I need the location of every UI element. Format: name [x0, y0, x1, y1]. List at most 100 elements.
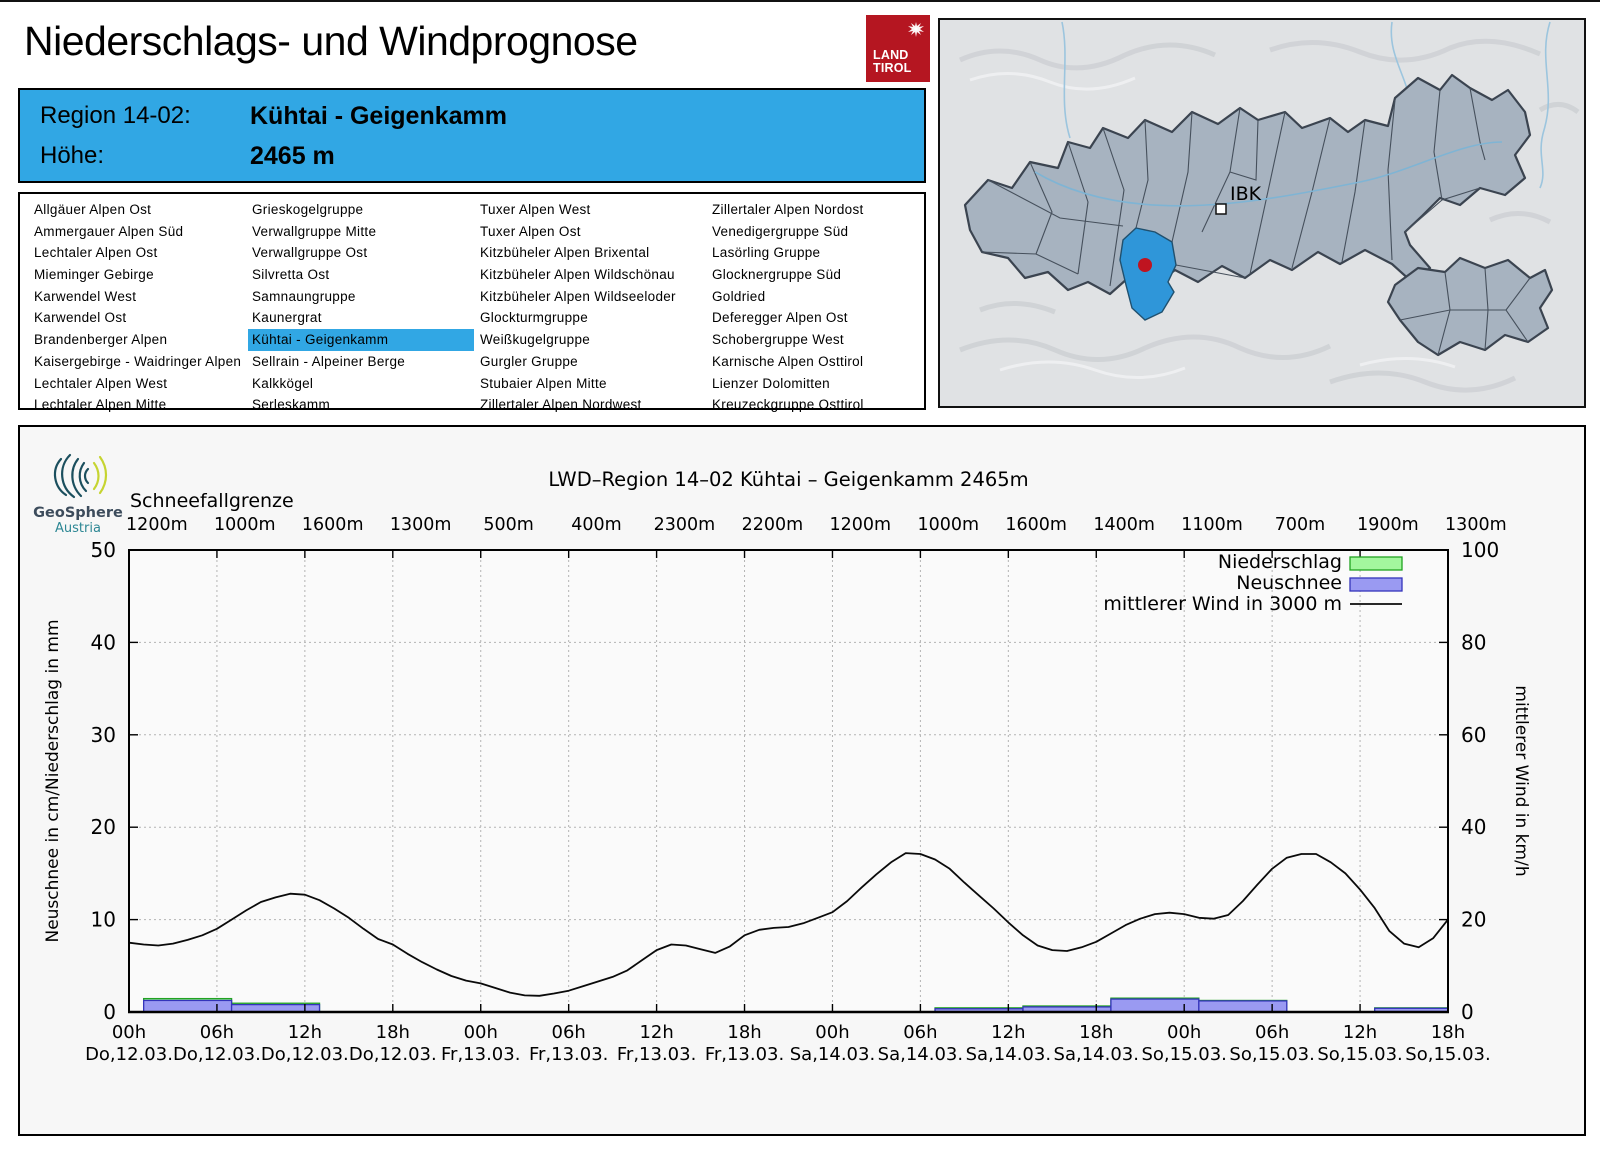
region-list-item[interactable]: Serleskamm	[252, 397, 331, 413]
schneefallgrenze-value: 1200m	[830, 515, 892, 535]
legend-neuschnee-key	[1349, 577, 1403, 592]
region-list-item[interactable]: Kitzbüheler Alpen Wildseeloder	[480, 288, 676, 304]
legend-niederschlag-label: Niederschlag	[1218, 551, 1342, 573]
region-list-item[interactable]: Kalkkögel	[252, 375, 314, 391]
region-list-item[interactable]: Sellrain - Alpeiner Berge	[252, 353, 406, 369]
region-list-item[interactable]: Kaisergebirge - Waidringer Alpen	[34, 353, 242, 369]
region-list-item[interactable]: Allgäuer Alpen Ost	[34, 202, 152, 217]
x-tick-time: 00h	[464, 1022, 498, 1043]
region-list-item[interactable]: Kitzbüheler Alpen Brixental	[480, 245, 650, 261]
y-left-tick-label: 40	[91, 630, 116, 654]
region-list-item[interactable]: Tuxer Alpen West	[480, 202, 591, 217]
schneefallgrenze-value: 1400m	[1093, 515, 1155, 535]
inn-river	[1034, 141, 1503, 207]
selected-region-shape[interactable]	[1119, 227, 1177, 321]
neuschnee-bar	[143, 999, 233, 1013]
schneefallgrenze-value: 1000m	[214, 515, 276, 535]
y-right-tick-label: 0	[1461, 1000, 1474, 1024]
ibk-label: IBK	[1230, 183, 1262, 205]
x-tick-date: Fr,13.03.	[617, 1044, 696, 1065]
page-title: Niederschlags- und Windprognose	[24, 18, 638, 64]
y-right-tick-label: 60	[1461, 723, 1486, 747]
region-list-item[interactable]: Karwendel West	[34, 288, 137, 304]
schneefallgrenze-value: 700m	[1275, 515, 1325, 535]
y-left-tick-label: 20	[91, 815, 116, 839]
region-list-item[interactable]: Zillertaler Alpen Nordost	[712, 202, 864, 217]
x-tick-time: 12h	[639, 1022, 673, 1043]
chart-title: LWD–Region 14–02 Kühtai – Geigenkamm 246…	[548, 468, 1028, 491]
schneefallgrenze-value: 1300m	[1445, 515, 1507, 535]
land-tirol-logo-text: LAND TIROL	[873, 47, 912, 76]
y-right-axis-title: mittlerer Wind in km/h	[1511, 685, 1531, 876]
region-list-item[interactable]: Verwallgruppe Mitte	[252, 223, 377, 239]
region-list-item[interactable]: Ammergauer Alpen Süd	[34, 223, 184, 239]
region-list-item[interactable]: Gurgler Gruppe	[480, 353, 578, 369]
region-list-item[interactable]: Schobergruppe West	[712, 332, 844, 348]
neuschnee-bar	[1198, 1000, 1288, 1013]
tirol-eagle-icon	[908, 22, 924, 37]
x-tick-date: Sa,14.03.	[1054, 1044, 1139, 1065]
y-right-tick-label: 40	[1461, 815, 1486, 839]
region-list-item[interactable]: Karnische Alpen Osttirol	[712, 353, 864, 369]
x-tick-time: 12h	[288, 1022, 322, 1043]
region-info-row: Region 14-02: Kühtai - Geigenkamm	[20, 102, 924, 142]
x-tick-date: Fr,13.03.	[441, 1044, 520, 1065]
region-list-item[interactable]: Tuxer Alpen Ost	[480, 223, 581, 239]
region-list-item[interactable]: Mieminger Gebirge	[34, 267, 154, 283]
region-list-item[interactable]: Samnaungruppe	[252, 288, 356, 304]
region-list-item[interactable]: Kitzbüheler Alpen Wildschönau	[480, 267, 675, 283]
schneefallgrenze-value: 1900m	[1357, 515, 1419, 535]
region-list-item[interactable]: Zillertaler Alpen Nordwest	[480, 397, 642, 413]
region-list-item[interactable]: Stubaier Alpen Mitte	[480, 375, 607, 391]
region-list-item[interactable]: Lechtaler Alpen West	[34, 375, 168, 391]
legend-niederschlag-key	[1349, 556, 1403, 571]
x-tick-date: Do,12.03.	[261, 1044, 349, 1065]
x-tick-date: Sa,14.03.	[790, 1044, 875, 1065]
region-list-item[interactable]: Grieskogelgruppe	[252, 202, 364, 217]
region-list-item[interactable]: Weißkugelgruppe	[480, 332, 591, 348]
geosphere-brand-sub: Austria	[55, 521, 101, 536]
region-list-item[interactable]: Kühtai - Geigenkamm	[248, 329, 474, 351]
elevation-label: Höhe:	[40, 142, 105, 169]
land-tirol-logo: LAND TIROL	[866, 15, 930, 82]
region-list-item[interactable]: Deferegger Alpen Ost	[712, 310, 848, 326]
plot-background	[129, 550, 1448, 1012]
region-list-item[interactable]: Venedigergruppe Süd	[712, 223, 849, 239]
region-list-item[interactable]: Goldried	[712, 288, 766, 304]
region-list-item[interactable]: Kaunergrat	[252, 310, 322, 326]
x-tick-date: Do,12.03.	[173, 1044, 261, 1065]
y-left-tick-label: 30	[91, 723, 116, 747]
x-tick-time: 18h	[727, 1022, 761, 1043]
window-top-edge	[0, 0, 1600, 2]
region-list-item[interactable]: Silvretta Ost	[252, 267, 330, 283]
neuschnee-bar	[1110, 998, 1200, 1013]
x-tick-time: 12h	[1343, 1022, 1377, 1043]
region-list-item[interactable]: Kreuzeckgruppe Osttirol	[712, 397, 864, 413]
region-list-item[interactable]: Karwendel Ost	[34, 310, 127, 326]
x-tick-time: 18h	[376, 1022, 410, 1043]
region-list-item[interactable]: Verwallgruppe Ost	[252, 245, 368, 261]
region-list-item[interactable]: Glocknergruppe Süd	[712, 267, 842, 283]
region-list-item[interactable]: Brandenberger Alpen	[34, 332, 168, 348]
region-list-column-1: Allgäuer Alpen Ost Ammergauer Alpen Süd Le…	[30, 199, 252, 416]
region-list-column-2: Grieskogelgruppe Verwallgruppe Mitte Verwa…	[248, 199, 474, 416]
station-marker-dot	[1138, 258, 1152, 272]
x-tick-time: 12h	[991, 1022, 1025, 1043]
region-list-item[interactable]: Lechtaler Alpen Mitte	[34, 397, 167, 413]
region-list-column-4: Zillertaler Alpen Nordost Venedigergruppe…	[708, 199, 922, 416]
wind-line	[128, 852, 1449, 997]
x-tick-date: So,15.03.	[1229, 1044, 1314, 1065]
schneefallgrenze-value: 500m	[483, 515, 533, 535]
schneefallgrenze-value: 2200m	[742, 515, 804, 535]
east-tirol-shape	[1386, 256, 1554, 357]
elevation-value: 2465 m	[250, 142, 335, 170]
schneefallgrenze-value: 1100m	[1181, 515, 1243, 535]
chart-plot-area: LWD–Region 14–02 Kühtai – Geigenkamm 246…	[43, 468, 1531, 1065]
region-list-item[interactable]: Lasörling Gruppe	[712, 245, 821, 261]
schneefallgrenze-value: 1300m	[390, 515, 452, 535]
region-list-item[interactable]: Lechtaler Alpen Ost	[34, 245, 158, 261]
region-list-item[interactable]: Lienzer Dolomitten	[712, 375, 830, 391]
region-list-item[interactable]: Glockturmgruppe	[480, 310, 589, 326]
schneefallgrenze-label: Schneefallgrenze	[130, 490, 294, 512]
y-left-tick-label: 0	[103, 1000, 116, 1024]
